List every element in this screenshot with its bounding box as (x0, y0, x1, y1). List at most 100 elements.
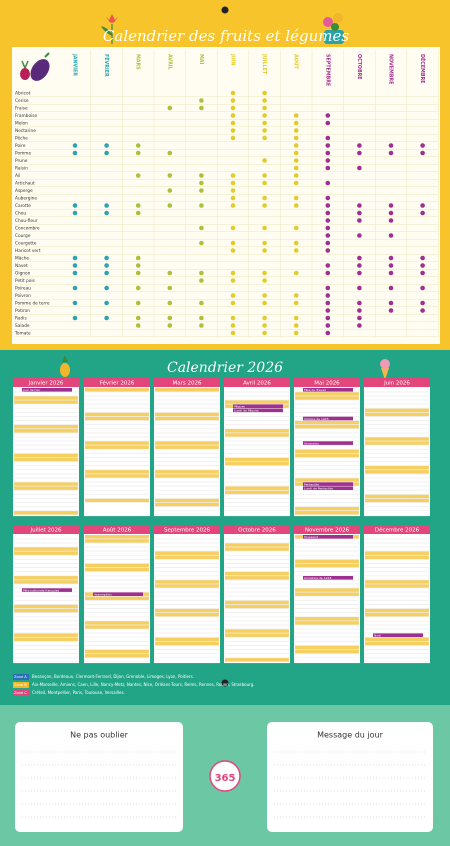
produce-name: Nectarine (15, 128, 36, 134)
day-row (84, 649, 150, 654)
day-row (154, 478, 220, 482)
produce-name: Chou (15, 211, 26, 217)
day-row (224, 478, 290, 482)
day-row (154, 490, 220, 495)
day-row (13, 534, 79, 539)
day-row (364, 563, 430, 568)
day-row (364, 620, 430, 625)
day-row (84, 608, 150, 613)
day-row (294, 449, 360, 454)
day-row (13, 616, 79, 621)
day-row (13, 620, 79, 625)
zone-cities: Aix-Marseille, Amiens, Caen, Lille, Nanc… (32, 682, 255, 687)
season-dot (325, 263, 331, 268)
day-row (224, 616, 290, 621)
day-row (364, 543, 430, 547)
season-dot (325, 210, 331, 216)
day-row (154, 579, 220, 584)
day-row (84, 478, 150, 482)
holiday-bar (303, 388, 353, 392)
season-dot (293, 120, 299, 126)
season-dot (199, 300, 204, 306)
day-row (364, 502, 430, 507)
season-dot (293, 315, 299, 321)
day-row (154, 571, 220, 576)
calendar-title: Calendrier 2026 (167, 360, 283, 376)
day-row (154, 567, 220, 572)
season-dot (262, 323, 267, 328)
day-row (224, 600, 290, 605)
day-row (154, 534, 220, 539)
day-row (84, 391, 150, 396)
day-row (154, 506, 220, 511)
day-row (154, 510, 220, 515)
day-row (13, 567, 79, 572)
produce-name: Poireau (15, 286, 31, 292)
hang-hole (221, 679, 229, 687)
season-dot (199, 105, 204, 111)
day-row (294, 612, 360, 617)
season-dot (230, 330, 236, 336)
season-dot (293, 150, 299, 156)
day-row (154, 612, 220, 617)
day-row (224, 649, 290, 654)
season-dot (262, 98, 267, 103)
day-row (84, 657, 150, 662)
day-row (224, 534, 290, 539)
season-dot (72, 263, 78, 268)
day-row (364, 600, 430, 605)
day-row (224, 653, 290, 658)
day-row (154, 538, 220, 543)
day-row (224, 465, 290, 470)
holiday-label: Assomption (94, 592, 112, 596)
day-row (224, 420, 290, 425)
logo-text: 365 (215, 773, 236, 784)
month-name: Mai 2026 (314, 380, 340, 386)
day-row (13, 592, 79, 597)
season-dot (199, 188, 204, 193)
day-row (154, 633, 220, 638)
season-dot (230, 248, 236, 253)
day-row (224, 457, 290, 462)
day-row (13, 608, 79, 613)
produce-name: Fraise (15, 106, 28, 112)
season-dot (293, 248, 299, 253)
day-row (224, 567, 290, 572)
produce-name: Concombre (15, 226, 40, 232)
season-dot (262, 225, 267, 231)
day-row (154, 482, 220, 487)
month-header-bar (224, 378, 290, 387)
season-dot (357, 300, 362, 306)
season-dot (230, 195, 236, 201)
season-dot (104, 203, 109, 208)
season-dot (293, 203, 299, 208)
day-row (84, 604, 150, 609)
season-dot (135, 263, 141, 268)
day-row (224, 400, 290, 405)
produce-name: Abricot (15, 91, 31, 97)
month-header: OCTOBRE (356, 54, 362, 80)
day-row (13, 412, 79, 417)
page-title: Calendrier des fruits et légumes (103, 27, 349, 45)
day-row (224, 498, 290, 503)
season-dot (135, 255, 141, 261)
day-row (294, 412, 360, 417)
season-dot (388, 255, 394, 261)
season-dot (72, 285, 78, 291)
day-row (84, 453, 150, 458)
produce-table: JANVIER FÉVRIER MARS AVRIL MAI JUIN JUILLET AOÛ… (14, 50, 439, 338)
day-row (364, 555, 430, 560)
day-row (294, 465, 360, 470)
day-row (84, 612, 150, 617)
month-header: JUIN (230, 53, 236, 65)
day-row (13, 482, 79, 487)
season-dot (167, 315, 173, 321)
season-dot (104, 285, 109, 291)
day-row (224, 633, 290, 638)
day-row (224, 428, 290, 433)
day-row (364, 473, 430, 478)
day-row (224, 502, 290, 507)
season-dot (388, 300, 394, 306)
season-dot (420, 263, 425, 268)
day-row (294, 469, 360, 474)
